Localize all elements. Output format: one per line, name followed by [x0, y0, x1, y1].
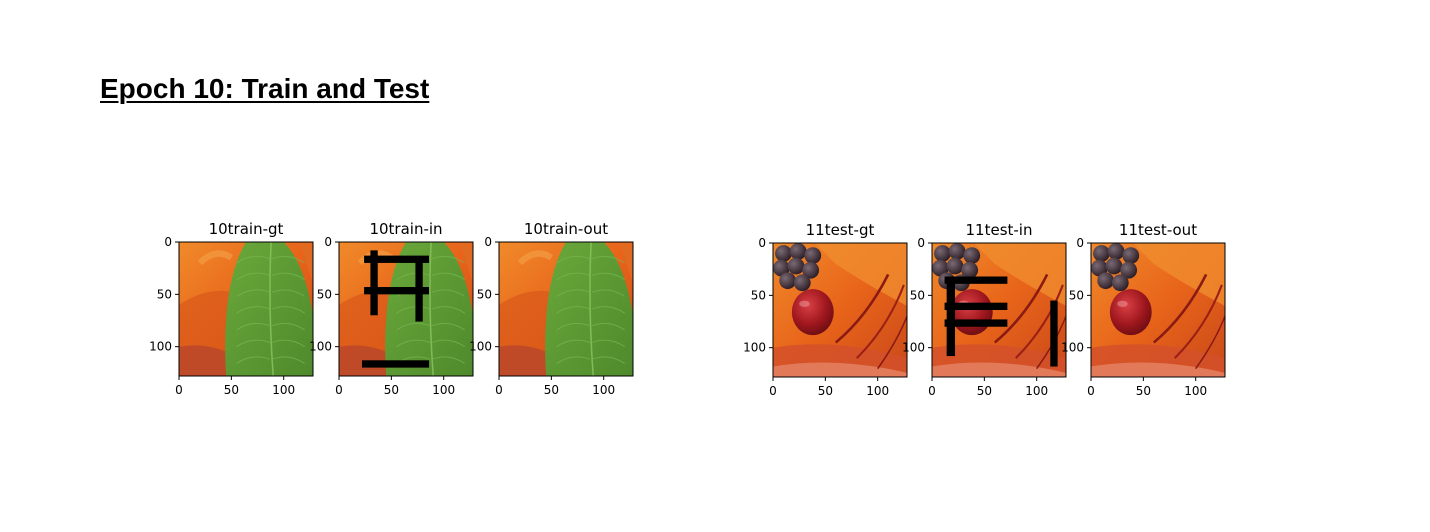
image-content — [499, 242, 633, 376]
x-tick-label: 0 — [335, 383, 343, 397]
berry-shape — [793, 274, 811, 292]
mask-stroke — [370, 250, 378, 316]
image-panel: 10train-gt 0 50 100 0 50 100 — [149, 220, 314, 397]
axes-frame — [498, 241, 634, 377]
mask-stroke — [1050, 300, 1058, 367]
y-tick-label: 50 — [477, 287, 492, 301]
x-tick-label: 0 — [928, 384, 936, 398]
y-tick-label: 50 — [1069, 288, 1084, 302]
berry-shape — [1093, 245, 1110, 262]
berry-shape — [787, 257, 805, 275]
y-tick-label: 0 — [164, 235, 172, 249]
mask-stroke — [946, 278, 956, 357]
x-tick-label: 50 — [977, 384, 992, 398]
berry-shape — [1111, 274, 1129, 292]
axes-frame — [338, 241, 474, 377]
x-tick-label: 0 — [495, 383, 503, 397]
berry-shape — [1107, 243, 1125, 260]
x-tick-label: 0 — [1087, 384, 1095, 398]
image-content — [932, 243, 1066, 377]
mask-stroke — [944, 302, 1008, 310]
cherry-shape — [950, 289, 993, 336]
y-tick-label: 0 — [917, 236, 925, 250]
cherry-shape — [791, 289, 834, 336]
mask-stroke — [362, 360, 430, 368]
panel-title: 11test-in — [966, 221, 1033, 239]
y-tick-label: 0 — [1076, 236, 1084, 250]
berry-shape — [963, 247, 981, 264]
y-tick-label: 50 — [157, 287, 172, 301]
image-content — [339, 242, 473, 376]
image-panel: 10train-out 0 50 100 0 50 100 — [469, 220, 634, 397]
x-tick-label: 50 — [544, 383, 559, 397]
image-panel: 11test-out 0 50 100 0 50 100 — [1061, 221, 1226, 398]
mask-stroke — [944, 319, 1008, 327]
image-content — [179, 242, 313, 376]
cherry-shape — [1109, 289, 1152, 336]
panel-title: 10train-out — [524, 220, 608, 238]
y-tick-label: 100 — [149, 340, 172, 354]
x-tick-label: 100 — [592, 383, 615, 397]
image-panel: 11test-in 0 50 100 0 50 100 — [902, 221, 1067, 398]
y-tick-label: 100 — [743, 341, 766, 355]
y-tick-label: 0 — [758, 236, 766, 250]
panel-title: 11test-gt — [806, 221, 875, 239]
image-panel: 10train-in 0 50 100 0 50 100 — [309, 220, 474, 397]
y-tick-label: 100 — [1061, 341, 1084, 355]
berry-shape — [932, 259, 949, 277]
x-tick-label: 0 — [175, 383, 183, 397]
y-tick-label: 0 — [324, 235, 332, 249]
y-tick-label: 100 — [469, 340, 492, 354]
axes-frame — [1090, 242, 1226, 378]
x-tick-label: 100 — [1025, 384, 1048, 398]
x-tick-label: 100 — [432, 383, 455, 397]
y-tick-label: 100 — [902, 341, 925, 355]
y-tick-label: 0 — [484, 235, 492, 249]
berry-shape — [773, 259, 790, 277]
axes-frame — [931, 242, 1067, 378]
berry-shape — [961, 261, 979, 279]
y-tick-label: 50 — [751, 288, 766, 302]
berry-shape — [934, 245, 951, 262]
y-tick-label: 50 — [317, 287, 332, 301]
x-tick-label: 100 — [272, 383, 295, 397]
berry-shape — [789, 243, 807, 260]
y-tick-label: 100 — [309, 340, 332, 354]
x-tick-label: 100 — [1184, 384, 1207, 398]
berry-shape — [775, 245, 792, 262]
berry-shape — [779, 272, 797, 290]
berry-shape — [1105, 257, 1123, 275]
berry-shape — [804, 247, 822, 264]
berry-shape — [1097, 272, 1115, 290]
x-tick-label: 50 — [1136, 384, 1151, 398]
mask-stroke — [364, 287, 430, 295]
mask-stroke — [364, 255, 430, 263]
x-tick-label: 100 — [866, 384, 889, 398]
berry-shape — [802, 261, 820, 279]
image-content — [1091, 243, 1225, 377]
panel-title: 10train-in — [369, 220, 442, 238]
x-tick-label: 0 — [769, 384, 777, 398]
berry-shape — [1091, 259, 1108, 277]
page-title: Epoch 10: Train and Test — [100, 73, 430, 104]
x-tick-label: 50 — [224, 383, 239, 397]
axes-frame — [772, 242, 908, 378]
x-tick-label: 50 — [818, 384, 833, 398]
x-tick-label: 50 — [384, 383, 399, 397]
berry-shape — [946, 257, 964, 275]
berry-shape — [948, 243, 966, 260]
panel-title: 11test-out — [1119, 221, 1197, 239]
panel-title: 10train-gt — [209, 220, 284, 238]
mask-stroke — [944, 276, 1008, 284]
berry-shape — [1120, 261, 1138, 279]
y-tick-label: 50 — [910, 288, 925, 302]
berry-shape — [1122, 247, 1140, 264]
axes-frame — [178, 241, 314, 377]
image-content — [773, 243, 907, 377]
image-panel: 11test-gt 0 50 100 0 50 100 — [743, 221, 908, 398]
